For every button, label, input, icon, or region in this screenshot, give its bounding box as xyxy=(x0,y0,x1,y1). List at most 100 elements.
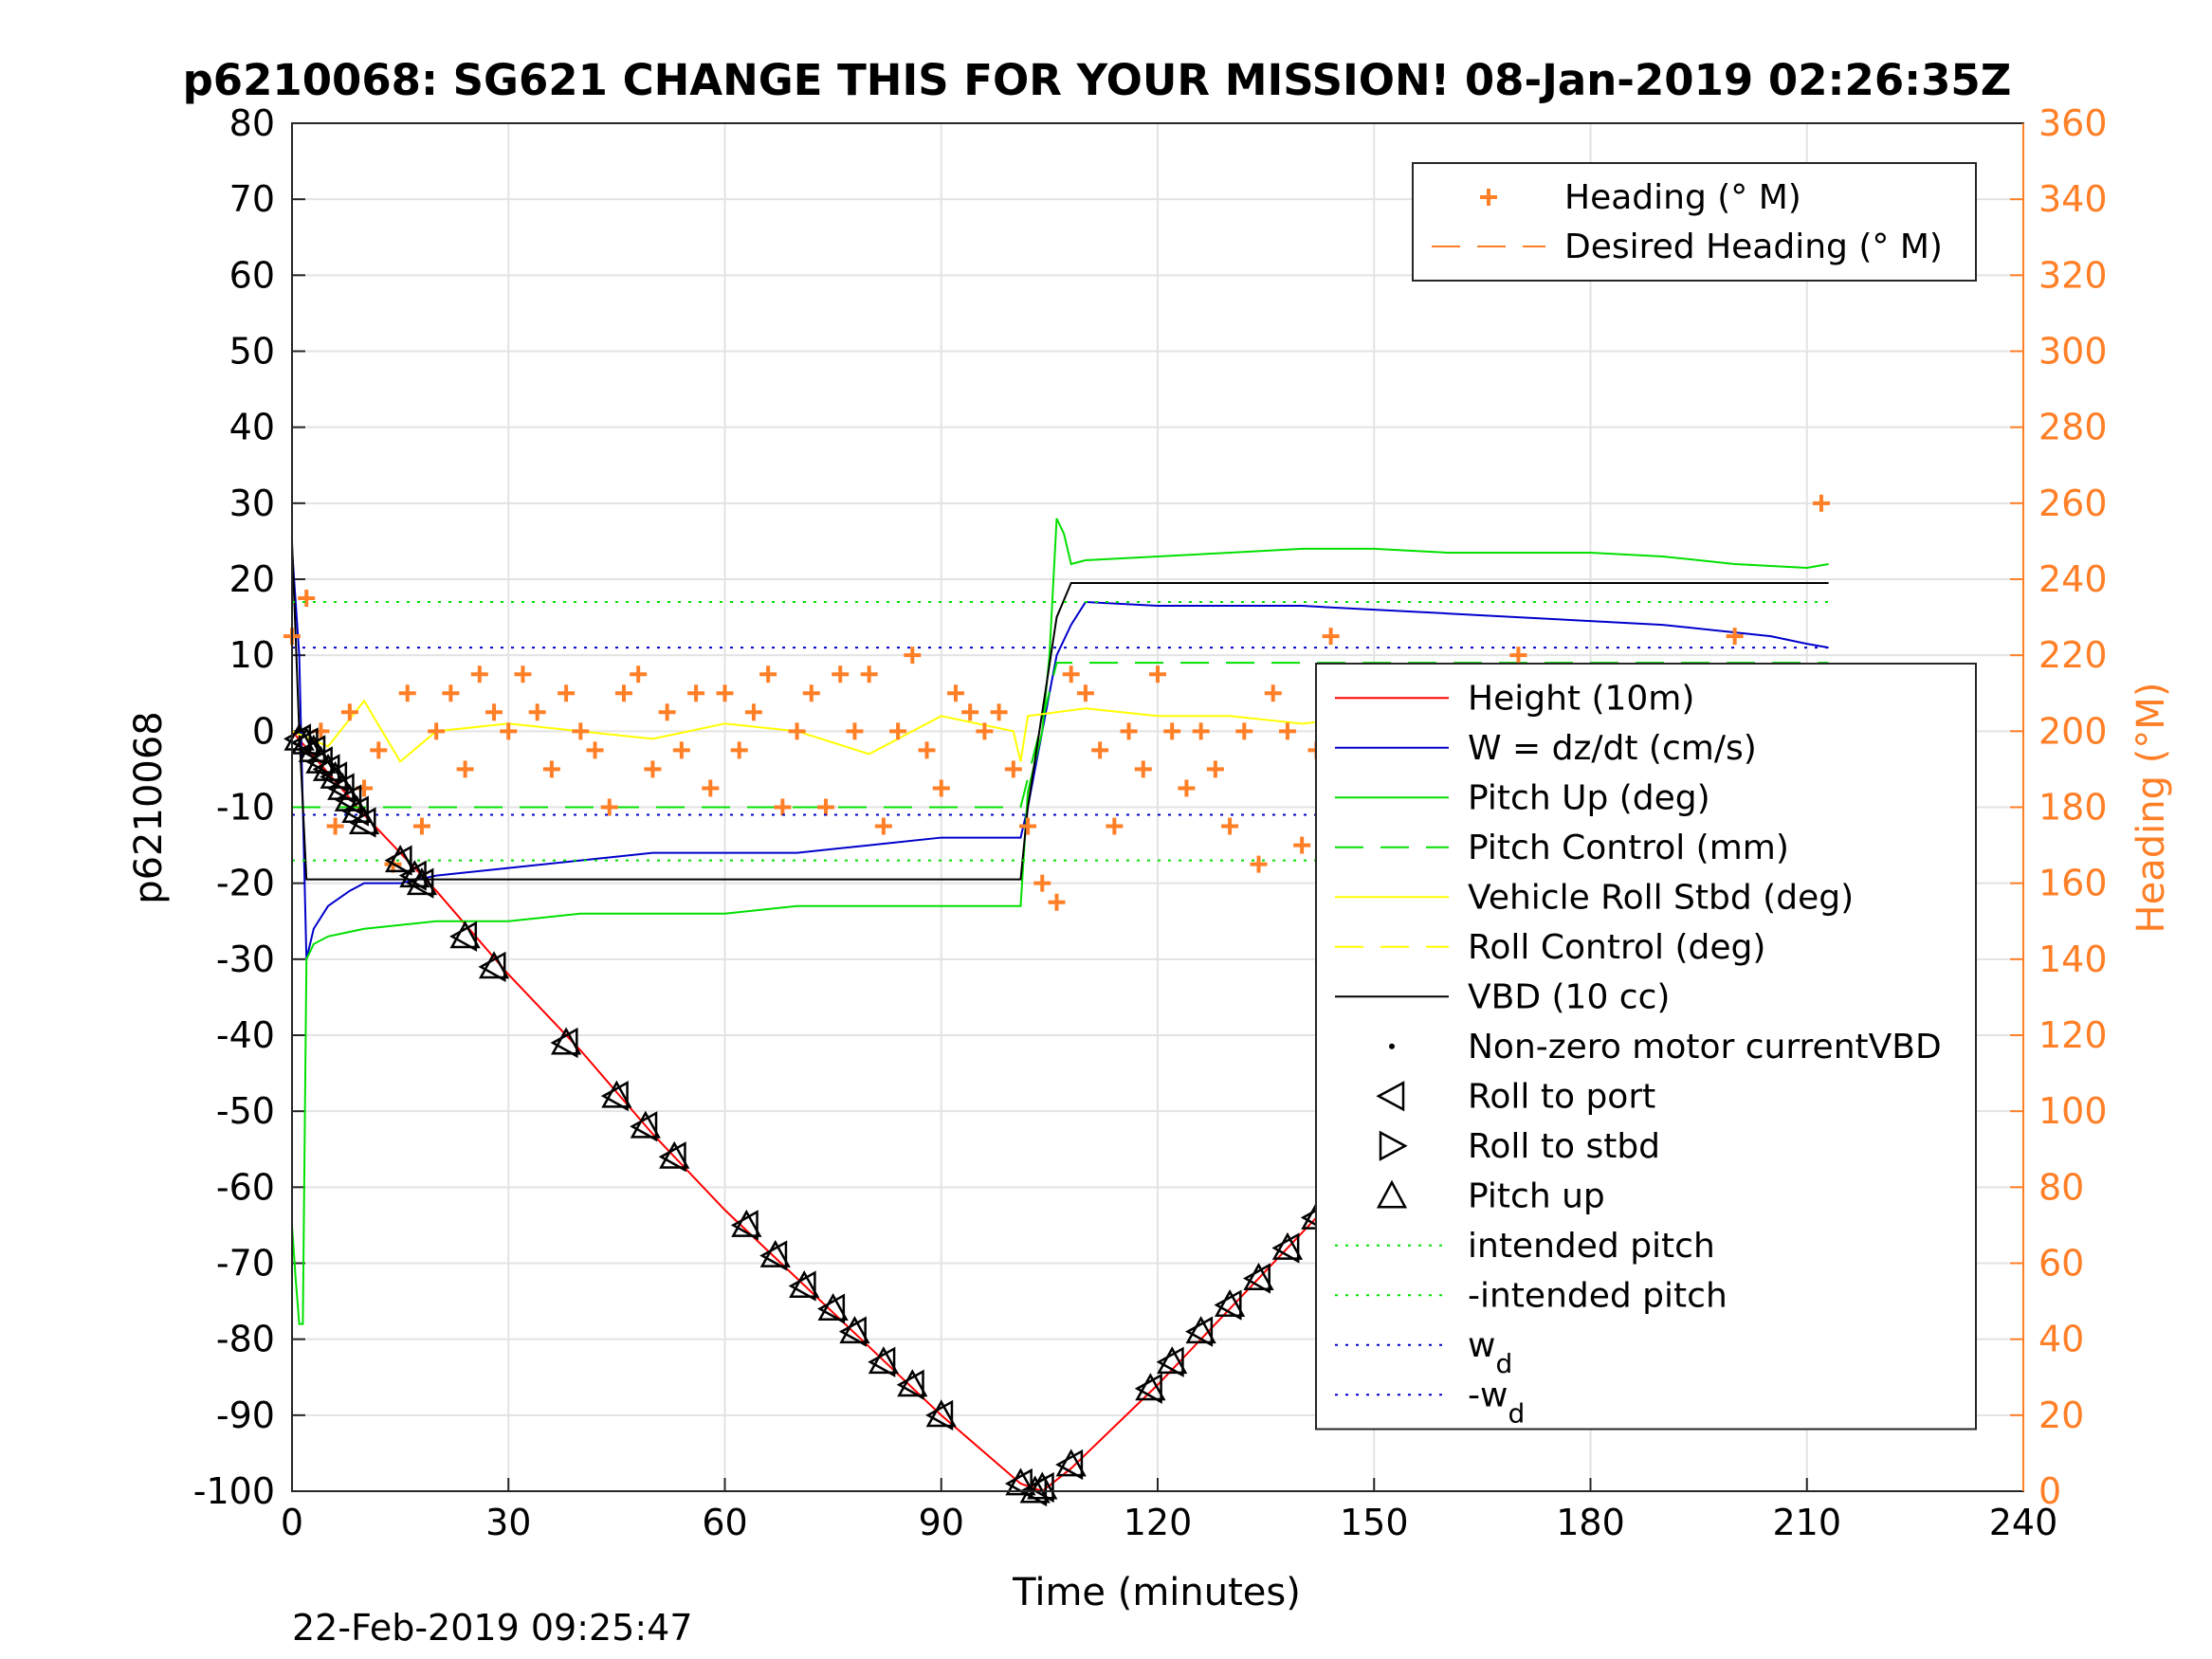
pitch-roll-marker xyxy=(406,867,438,899)
legend-label: Roll to port xyxy=(1468,1077,1655,1116)
legend-label: Heading (° M) xyxy=(1564,178,1801,217)
roll-port-triangle xyxy=(1185,1316,1214,1347)
heading-point xyxy=(1812,494,1830,512)
heading-point xyxy=(412,817,430,835)
y2-tick-label: 100 xyxy=(2038,1090,2108,1132)
pitch-up-triangle xyxy=(1019,1475,1051,1504)
pitch-roll-marker xyxy=(1214,1289,1246,1321)
heading-point xyxy=(1106,817,1124,835)
y2-tick-label: 320 xyxy=(2038,254,2108,296)
heading-point xyxy=(904,647,922,665)
pitch-up-triangle xyxy=(789,1269,820,1298)
heading-point xyxy=(442,684,460,702)
heading-point xyxy=(1322,628,1340,646)
heading-point xyxy=(1076,684,1094,702)
y-tick-label: 70 xyxy=(229,178,275,220)
y2-axis-label: Heading (°M) xyxy=(2130,683,2173,934)
legend-entry: Roll to port xyxy=(1376,1077,1655,1116)
legend-label: Non-zero motor currentVBD xyxy=(1468,1028,1942,1066)
x-tick-labels: 0 30 60 90 120 150 180 210 240 xyxy=(281,1502,2057,1543)
y2-tick-label: 340 xyxy=(2038,178,2108,220)
heading-point xyxy=(976,722,994,740)
roll-port-triangle xyxy=(348,807,376,838)
heading-point xyxy=(702,779,720,797)
legend-swatch-dot xyxy=(1389,1043,1395,1049)
roll-port-triangle xyxy=(817,1293,846,1324)
pitch-roll-marker xyxy=(925,1399,957,1431)
y2-tick-label: 240 xyxy=(2038,558,2108,600)
heading-point xyxy=(832,665,850,684)
heading-point xyxy=(1091,741,1109,759)
roll-port-triangle xyxy=(1026,1471,1054,1504)
pitch-roll-marker xyxy=(550,1027,582,1059)
legend-label: VBD (10 cc) xyxy=(1468,977,1670,1016)
roll-port-triangle xyxy=(1271,1232,1300,1264)
heading-point xyxy=(1120,722,1138,740)
y2-tick-label: 300 xyxy=(2038,331,2108,373)
pitch-roll-marker xyxy=(817,1293,849,1324)
legend-label: Vehicle Roll Stbd (deg) xyxy=(1468,878,1854,917)
pitch-up-triangle xyxy=(478,951,510,979)
heading-point xyxy=(961,703,979,721)
pitch-roll-marker xyxy=(759,1239,791,1271)
legend-label: Pitch Control (mm) xyxy=(1468,829,1789,867)
roll-port-triangle xyxy=(1055,1449,1084,1481)
y-tick-label: 0 xyxy=(252,710,275,752)
pitch-up-triangle xyxy=(1157,1346,1188,1375)
y-tick-label: 30 xyxy=(229,483,275,524)
heading-point xyxy=(1221,817,1239,835)
x-tick-label: 240 xyxy=(1989,1502,2058,1543)
x-tick-label: 210 xyxy=(1772,1502,1841,1543)
pitch-roll-marker xyxy=(838,1316,870,1347)
y-tick-label: -50 xyxy=(216,1090,275,1132)
heading-point xyxy=(932,779,950,797)
pitch-up-triangle xyxy=(868,1346,900,1375)
legend-entry: Height (10m) xyxy=(1335,679,1694,718)
legend-swatch-tri-up xyxy=(1376,1179,1408,1209)
heading-point xyxy=(340,703,358,721)
roll-port-triangle xyxy=(838,1316,867,1347)
heading-point xyxy=(918,741,936,759)
y2-tick-label: 200 xyxy=(2038,710,2108,752)
series-w xyxy=(291,548,1829,960)
pitch-up-triangle xyxy=(348,806,380,834)
legend-entry: Pitch up xyxy=(1376,1176,1605,1215)
y2-tick-label: 140 xyxy=(2038,939,2108,980)
y2-tick-label: 0 xyxy=(2038,1470,2061,1512)
x-tick-label: 180 xyxy=(1556,1502,1625,1543)
heading-point xyxy=(1278,722,1296,740)
heading-point xyxy=(672,741,690,759)
heading-point xyxy=(572,722,590,740)
heading-point xyxy=(644,760,662,778)
pitch-up-triangle xyxy=(601,1080,632,1108)
heading-point xyxy=(1250,855,1268,873)
y-tick-label: 80 xyxy=(229,102,275,144)
pitch-roll-marker xyxy=(896,1369,928,1400)
pitch-roll-marker xyxy=(1242,1262,1274,1294)
roll-port-triangle xyxy=(896,1369,924,1400)
y-tick-label: -10 xyxy=(216,787,275,829)
y2-tick-label: 220 xyxy=(2038,634,2108,676)
heading-point xyxy=(1033,874,1051,892)
pitch-up-triangle xyxy=(659,1140,690,1169)
roll-port-triangle xyxy=(449,921,478,952)
heading-point xyxy=(716,684,734,702)
x-tick-label: 120 xyxy=(1124,1502,1193,1543)
x-tick-label: 90 xyxy=(919,1502,964,1543)
y-tick-label: -70 xyxy=(216,1243,275,1285)
heading-point xyxy=(1004,760,1022,778)
pitch-up-triangle xyxy=(1135,1373,1166,1401)
pitch-roll-marker xyxy=(1185,1316,1216,1347)
roll-port-triangle xyxy=(326,773,355,804)
legend-label-subscript: d xyxy=(1495,1347,1512,1378)
legend-box xyxy=(1412,162,1977,282)
pitch-up-triangle xyxy=(385,845,416,873)
pitch-up-triangle xyxy=(550,1027,582,1055)
heading-point xyxy=(1264,684,1282,702)
y-tick-label: -20 xyxy=(216,863,275,904)
heading-point xyxy=(630,665,648,684)
legend-heading: Heading (° M) Desired Heading (° M) xyxy=(1412,162,1977,282)
heading-point xyxy=(774,798,792,816)
roll-port-triangle xyxy=(478,951,506,982)
heading-point xyxy=(485,703,503,721)
